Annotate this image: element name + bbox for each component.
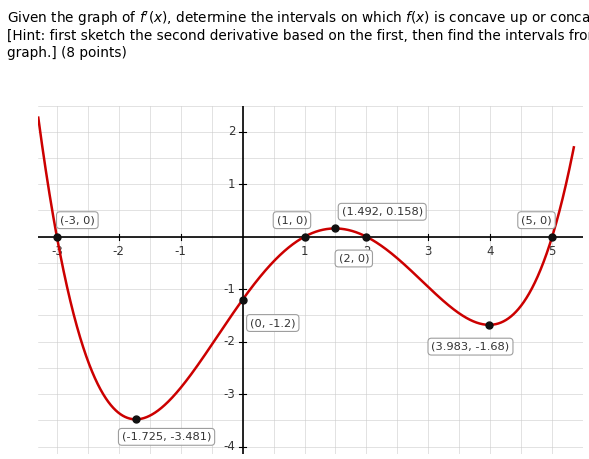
Text: 3: 3 (425, 245, 432, 257)
Text: (-1.725, -3.481): (-1.725, -3.481) (122, 432, 211, 442)
Text: graph.] (8 points): graph.] (8 points) (7, 46, 127, 60)
Text: -3: -3 (223, 387, 235, 401)
Text: -1: -1 (175, 245, 187, 257)
Text: -2: -2 (113, 245, 125, 257)
Text: -1: -1 (223, 283, 235, 296)
Text: (-3, 0): (-3, 0) (60, 215, 95, 225)
Text: 2: 2 (228, 125, 235, 138)
Text: -3: -3 (51, 245, 63, 257)
Text: 5: 5 (548, 245, 556, 257)
Text: 1: 1 (228, 178, 235, 191)
Text: 1: 1 (301, 245, 308, 257)
Text: (1, 0): (1, 0) (277, 215, 307, 225)
Text: -4: -4 (223, 440, 235, 453)
Text: (3.983, -1.68): (3.983, -1.68) (431, 341, 509, 352)
Text: [Hint: first sketch the second derivative based on the first, then find the inte: [Hint: first sketch the second derivativ… (7, 28, 589, 43)
Text: (1.492, 0.158): (1.492, 0.158) (342, 207, 423, 217)
Text: (2, 0): (2, 0) (339, 253, 369, 263)
Text: 4: 4 (487, 245, 494, 257)
Text: Given the graph of $f'(x)$, determine the intervals on which $f(x)$ is concave u: Given the graph of $f'(x)$, determine th… (7, 10, 589, 28)
Text: (5, 0): (5, 0) (521, 215, 552, 225)
Text: 2: 2 (363, 245, 370, 257)
Text: (0, -1.2): (0, -1.2) (250, 318, 296, 328)
Text: -2: -2 (223, 335, 235, 348)
